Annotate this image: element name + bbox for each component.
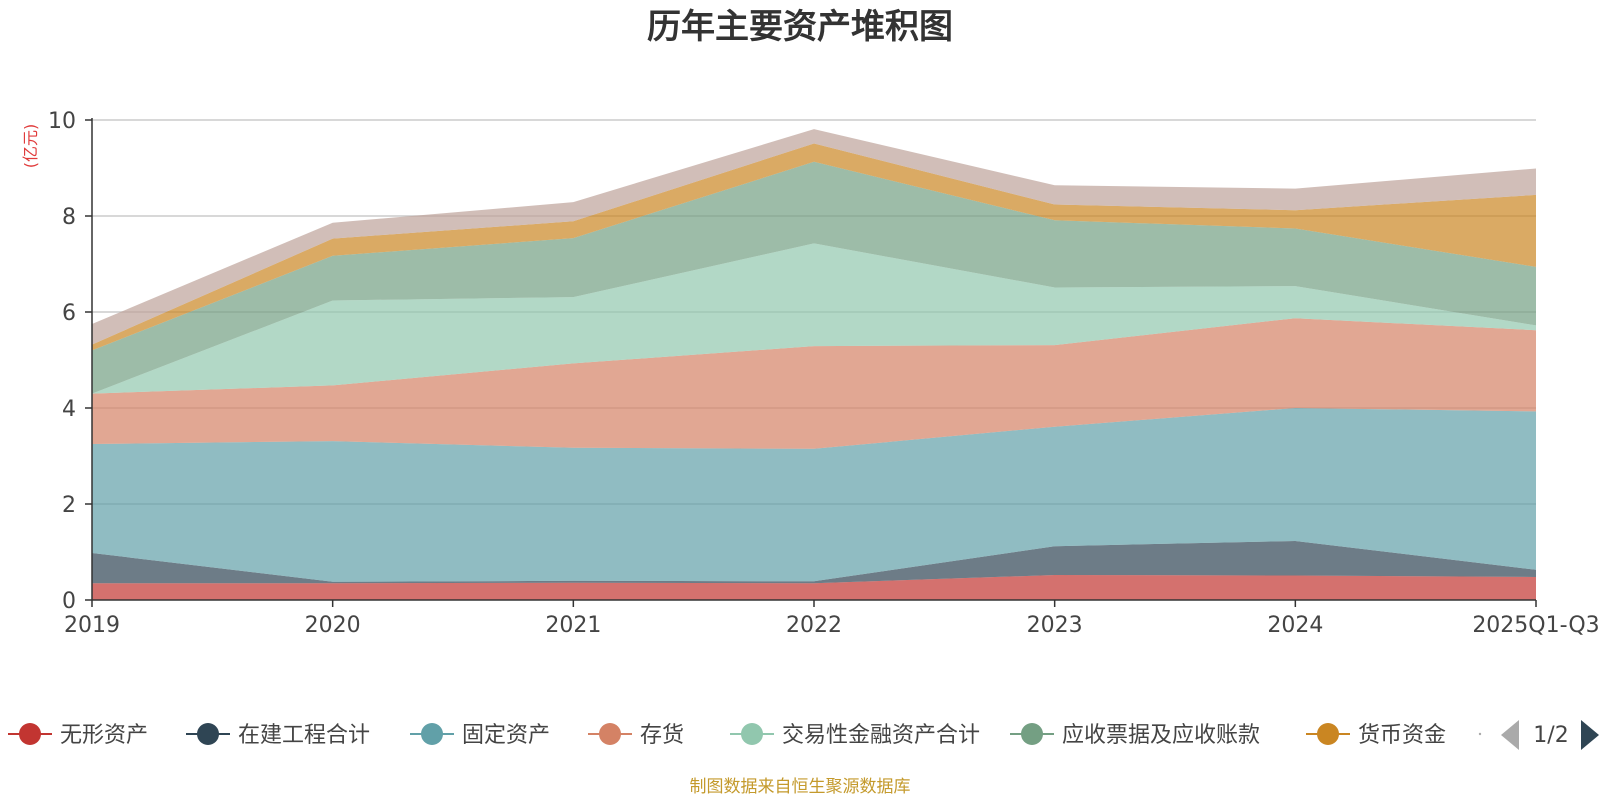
legend-label: 应收票据及应收账款 (1062, 723, 1260, 748)
legend-label: 固定资产 (462, 723, 550, 748)
legend-item[interactable]: 固定资产 (410, 723, 550, 748)
legend-circle-marker (19, 723, 41, 745)
legend-item[interactable]: 应收票据及应收账款 (1010, 723, 1260, 748)
x-tick-label: 2020 (305, 613, 361, 638)
legend-circle-marker (421, 723, 443, 745)
axes: 0 2 4 6 8 10 2019 2020 2021 2022 2023 2024 2025Q1-Q3 (48, 109, 1600, 638)
legend-label: 无形资产 (60, 723, 148, 748)
area-3 (92, 408, 1536, 582)
area-1 (92, 575, 1536, 600)
x-tick-label: 2024 (1267, 613, 1323, 638)
area-5 (92, 243, 1536, 394)
area-2 (92, 541, 1536, 584)
legend-circle-marker (1021, 723, 1043, 745)
legend-prev-page-icon[interactable] (1501, 720, 1519, 750)
legend-page-indicator: 1/2 (1533, 723, 1568, 748)
legend-label: 在建工程合计 (238, 723, 370, 748)
legend-circle-marker (1317, 723, 1339, 745)
legend-item[interactable]: 货币资金 (1306, 723, 1446, 748)
y-tick-label: 4 (62, 397, 76, 422)
y-tick-label: 0 (62, 589, 76, 614)
legend-item[interactable]: 交易性金融资产合计 (730, 723, 980, 748)
area-4 (92, 318, 1536, 449)
x-tick-label: 2021 (545, 613, 601, 638)
area-7 (92, 143, 1536, 351)
y-tick-label: 6 (62, 301, 76, 326)
x-tick-label: 2019 (64, 613, 120, 638)
legend-item[interactable]: 存货 (588, 723, 684, 748)
legend: 无形资产 在建工程合计 固定资产 存货 交易性金融资产合计 应收票据及应收账款 货币资金 1/… (8, 720, 1599, 750)
x-tick-label: 2025Q1-Q3 (1472, 613, 1599, 638)
chart-title: 历年主要资产堆积图 (647, 7, 953, 47)
legend-circle-marker (741, 723, 763, 745)
legend-label: 货币资金 (1358, 723, 1446, 748)
legend-label: 存货 (640, 723, 684, 748)
y-axis-unit-label: (亿元) (21, 124, 40, 169)
x-tick-label: 2023 (1027, 613, 1083, 638)
legend-circle-marker (599, 723, 621, 745)
y-tick-label: 2 (62, 493, 76, 518)
legend-item[interactable]: 无形资产 (8, 723, 148, 748)
data-source-note: 制图数据来自恒生聚源数据库 (690, 777, 911, 797)
legend-item[interactable]: 在建工程合计 (186, 723, 370, 748)
legend-label: 交易性金融资产合计 (782, 723, 980, 748)
y-tick-label: 8 (62, 205, 76, 230)
legend-ellipsis-dot (1478, 732, 1482, 736)
legend-next-page-icon[interactable] (1581, 720, 1599, 750)
y-tick-label: 10 (48, 109, 76, 134)
area-series-group (92, 129, 1536, 600)
area-6 (92, 161, 1536, 394)
legend-circle-marker (197, 723, 219, 745)
x-tick-label: 2022 (786, 613, 842, 638)
